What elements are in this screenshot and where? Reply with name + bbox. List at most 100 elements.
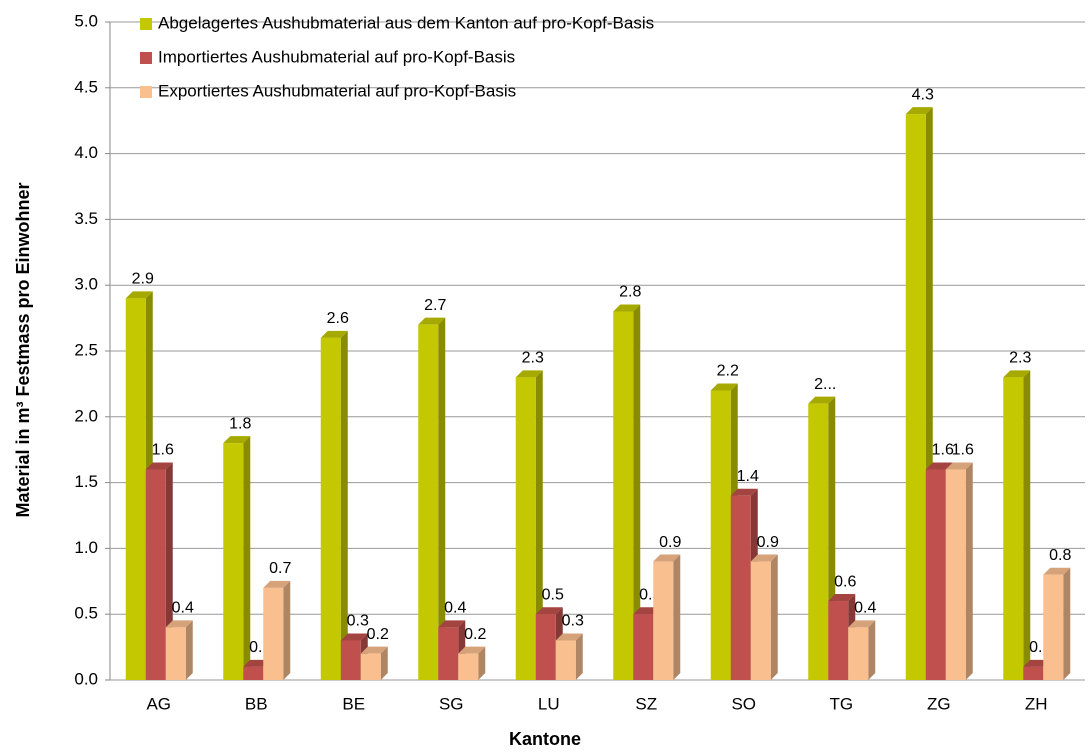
bar-top [828,594,856,602]
legend-label: Importiertes Aushubmaterial auf pro-Kopf… [158,47,515,66]
data-label: 0.2 [367,626,389,643]
bar-front [458,653,479,680]
data-label: 0.9 [757,534,779,551]
bar [848,620,876,680]
bar-front [905,114,926,681]
bar [515,370,543,680]
bar-front [438,627,459,680]
bar [165,620,193,680]
bar-side [770,554,778,680]
bar-front [750,561,771,680]
bar-side [340,330,348,680]
y-tick-label: 3.5 [74,209,98,228]
data-label: 2.2 [717,363,739,380]
bar-front [125,298,146,680]
data-label: 2.8 [619,284,641,301]
y-tick-label: 2.5 [74,340,98,359]
x-axis-title: Kantone [509,729,581,749]
x-tick-label: SO [731,694,756,713]
data-label: 2.6 [327,310,349,327]
bar-front [1023,666,1044,680]
bar-side [185,620,193,680]
bar-side [965,462,973,680]
bar-top [360,646,388,654]
data-label: 4.3 [912,86,934,103]
x-tick-label: TG [829,694,853,713]
bar-top [125,291,153,299]
bar-side [1063,567,1071,680]
y-axis-title: Material in m³ Festmass pro Einwohner [13,182,33,517]
data-label: 0.8 [1049,547,1071,564]
bar-top [418,317,446,325]
data-label: 2.7 [424,297,446,314]
bar-side [633,304,641,680]
y-tick-label: 1.0 [74,538,98,557]
bar-top [263,580,291,588]
bar-top [808,396,836,404]
bar-top [945,462,973,470]
bar [945,462,973,680]
bar [263,580,291,680]
data-label: 1.6 [932,442,954,459]
bar-front [165,627,186,680]
bar-top [458,646,486,654]
legend-marker [140,86,152,98]
bar-front [263,587,284,680]
x-tick-label: BE [342,694,365,713]
bar [1043,567,1071,680]
bar-top [905,107,933,115]
data-label: 0.6 [834,573,856,590]
bar-top [165,620,193,628]
y-tick-label: 5.0 [74,11,98,30]
data-label: 0.7 [269,560,291,577]
legend-label: Exportiertes Aushubmaterial auf pro-Kopf… [158,81,516,100]
bar-top [730,488,758,496]
bar-side [478,646,486,680]
y-tick-label: 0.0 [74,669,98,688]
data-label: 2.9 [132,271,154,288]
data-label: 2... [814,376,836,393]
bar [653,554,681,680]
bar-front [848,627,869,680]
bar [1003,370,1031,680]
data-label: 0.3 [347,613,369,630]
bar-top [555,633,583,641]
data-label: 0.5 [542,586,564,603]
bar-front [945,469,966,680]
bar-front [808,403,829,680]
legend-label: Abgelagertes Aushubmaterial aus dem Kant… [158,13,654,32]
data-label: 0.9 [659,534,681,551]
bar-front [613,311,634,680]
data-label: 0.4 [172,600,194,617]
bar-top [848,620,876,628]
bar [555,633,583,680]
bar-top [438,620,466,628]
bar-side [380,646,388,680]
data-label: 1.4 [737,468,759,485]
bar-front [633,614,654,680]
bar-top [710,383,738,391]
bar [458,646,486,680]
bar-top [1003,370,1031,378]
y-tick-label: 2.0 [74,406,98,425]
bar-side [868,620,876,680]
bar-top [320,330,348,338]
bar-front [925,469,946,680]
bar-top [340,633,368,641]
bar-front [653,561,674,680]
bar-side [535,370,543,680]
bar-front [1043,574,1064,680]
data-label: 2.3 [1009,350,1031,367]
x-tick-label: LU [538,694,560,713]
legend-marker [140,18,152,30]
bar [418,317,446,680]
bar-side [673,554,681,680]
bar-top [145,462,173,470]
bar-front [360,653,381,680]
data-label: 0.4 [444,600,466,617]
bar-front [340,640,361,680]
bar-side [1023,370,1031,680]
bar-top [653,554,681,562]
data-label: 1.6 [152,442,174,459]
